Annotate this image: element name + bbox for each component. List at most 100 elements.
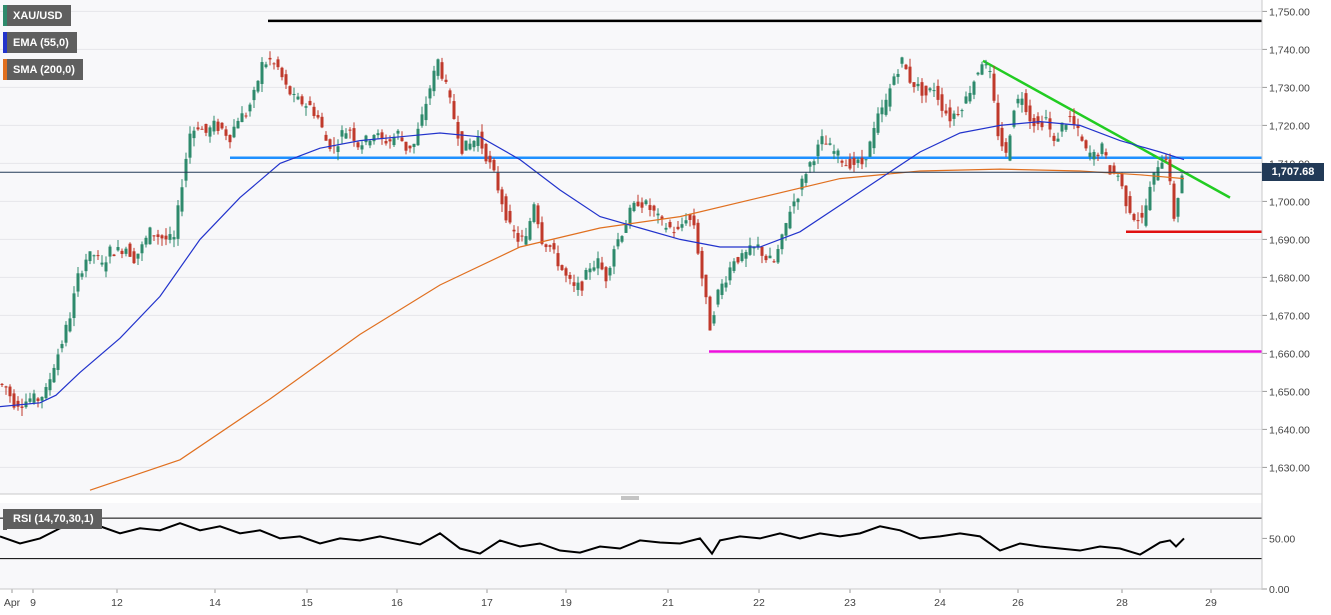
candle-body bbox=[484, 143, 488, 162]
candle-body bbox=[368, 140, 372, 146]
candle-body bbox=[812, 161, 816, 166]
candle-body bbox=[132, 251, 136, 264]
sma-swatch bbox=[3, 59, 7, 80]
candle-body bbox=[820, 136, 824, 145]
candle-body bbox=[320, 116, 324, 128]
candle-body bbox=[1136, 220, 1140, 222]
x-tick-label: 17 bbox=[481, 597, 493, 609]
candle-body bbox=[692, 215, 696, 226]
candle-body bbox=[84, 259, 88, 272]
candle-body bbox=[632, 202, 636, 212]
x-tick-label: 22 bbox=[753, 597, 765, 609]
candle-body bbox=[176, 205, 180, 239]
candle-body bbox=[1072, 116, 1076, 125]
x-tick-label: 24 bbox=[934, 597, 946, 609]
candle-body bbox=[248, 104, 252, 112]
candle-body bbox=[100, 262, 104, 265]
candle-body bbox=[800, 178, 804, 190]
rsi-legend[interactable]: RSI (14,70,30,1) bbox=[3, 508, 102, 530]
candle-body bbox=[848, 158, 852, 169]
candle-body bbox=[612, 249, 616, 267]
candle-body bbox=[284, 74, 288, 85]
candle-body bbox=[48, 379, 52, 391]
candle-body bbox=[560, 265, 564, 270]
x-tick-label: 21 bbox=[662, 597, 674, 609]
trend-line bbox=[982, 59, 1231, 199]
candle-body bbox=[896, 73, 900, 77]
sma-line bbox=[89, 168, 1185, 491]
candle-body bbox=[308, 100, 312, 106]
candle-body bbox=[900, 57, 904, 64]
candle-body bbox=[184, 158, 188, 181]
rsi-line bbox=[0, 522, 1185, 556]
candle-body bbox=[244, 115, 248, 117]
candle-body bbox=[344, 133, 348, 139]
candle-body bbox=[880, 107, 884, 115]
y-tick-label: 1,700.00 bbox=[1269, 196, 1310, 208]
candle-body bbox=[196, 127, 200, 130]
candle-body bbox=[1160, 162, 1164, 169]
candle-body bbox=[864, 159, 868, 161]
candle-body bbox=[1068, 116, 1072, 118]
y-tick-label: 1,680.00 bbox=[1269, 272, 1310, 284]
candle-body bbox=[720, 283, 724, 295]
candle-body bbox=[644, 200, 648, 205]
candle-body bbox=[976, 72, 980, 75]
candle-body bbox=[8, 386, 12, 397]
candle-body bbox=[1108, 165, 1112, 175]
candle-body bbox=[1080, 136, 1084, 141]
candle-body bbox=[1116, 175, 1120, 177]
candle-body bbox=[160, 235, 164, 239]
candle-body bbox=[424, 103, 428, 121]
x-tick-label: 16 bbox=[391, 597, 403, 609]
candle-body bbox=[952, 113, 956, 119]
candle-body bbox=[352, 128, 356, 141]
candle-body bbox=[1132, 214, 1136, 221]
candle-body bbox=[1156, 167, 1160, 181]
candle-body bbox=[804, 174, 808, 183]
candle-body bbox=[1040, 122, 1044, 128]
candle-body bbox=[480, 131, 484, 149]
candle-body bbox=[416, 128, 420, 146]
candle-body bbox=[464, 140, 468, 151]
candle-body bbox=[548, 245, 552, 247]
candle-body bbox=[144, 237, 148, 245]
candle-body bbox=[408, 145, 412, 149]
candle-body bbox=[52, 367, 56, 383]
candle-body bbox=[600, 262, 604, 270]
candle-body bbox=[1088, 152, 1092, 157]
rsi-swatch bbox=[3, 508, 7, 530]
candle-body bbox=[260, 62, 264, 84]
x-tick-label: 23 bbox=[844, 597, 856, 609]
candle-body bbox=[816, 144, 820, 157]
candle-body bbox=[684, 220, 688, 224]
candle-body bbox=[108, 246, 112, 257]
candle-body bbox=[1180, 175, 1184, 194]
panel-resize-handle[interactable] bbox=[620, 495, 640, 501]
candle-body bbox=[936, 85, 940, 100]
candle-body bbox=[272, 63, 276, 65]
candle-body bbox=[116, 247, 120, 251]
candle-body bbox=[224, 129, 228, 136]
symbol-legend[interactable]: XAU/USD bbox=[3, 5, 71, 26]
price-candles bbox=[0, 51, 1184, 417]
candle-body bbox=[4, 386, 8, 388]
candle-body bbox=[1172, 183, 1176, 219]
candle-body bbox=[728, 267, 732, 281]
candle-body bbox=[712, 315, 716, 324]
candle-body bbox=[796, 198, 800, 203]
candle-body bbox=[688, 214, 692, 220]
candle-body bbox=[680, 224, 684, 228]
candle-body bbox=[964, 96, 968, 104]
candle-body bbox=[440, 62, 444, 79]
x-tick-label: 14 bbox=[209, 597, 221, 609]
sma-legend[interactable]: SMA (200,0) bbox=[3, 59, 83, 80]
candle-body bbox=[1120, 173, 1124, 187]
candle-body bbox=[652, 205, 656, 211]
candle-body bbox=[1052, 135, 1056, 141]
ema-legend[interactable]: EMA (55,0) bbox=[3, 32, 77, 53]
candle-body bbox=[64, 324, 68, 343]
candle-body bbox=[72, 293, 76, 319]
rsi-tick-label: 0.00 bbox=[1269, 584, 1290, 596]
